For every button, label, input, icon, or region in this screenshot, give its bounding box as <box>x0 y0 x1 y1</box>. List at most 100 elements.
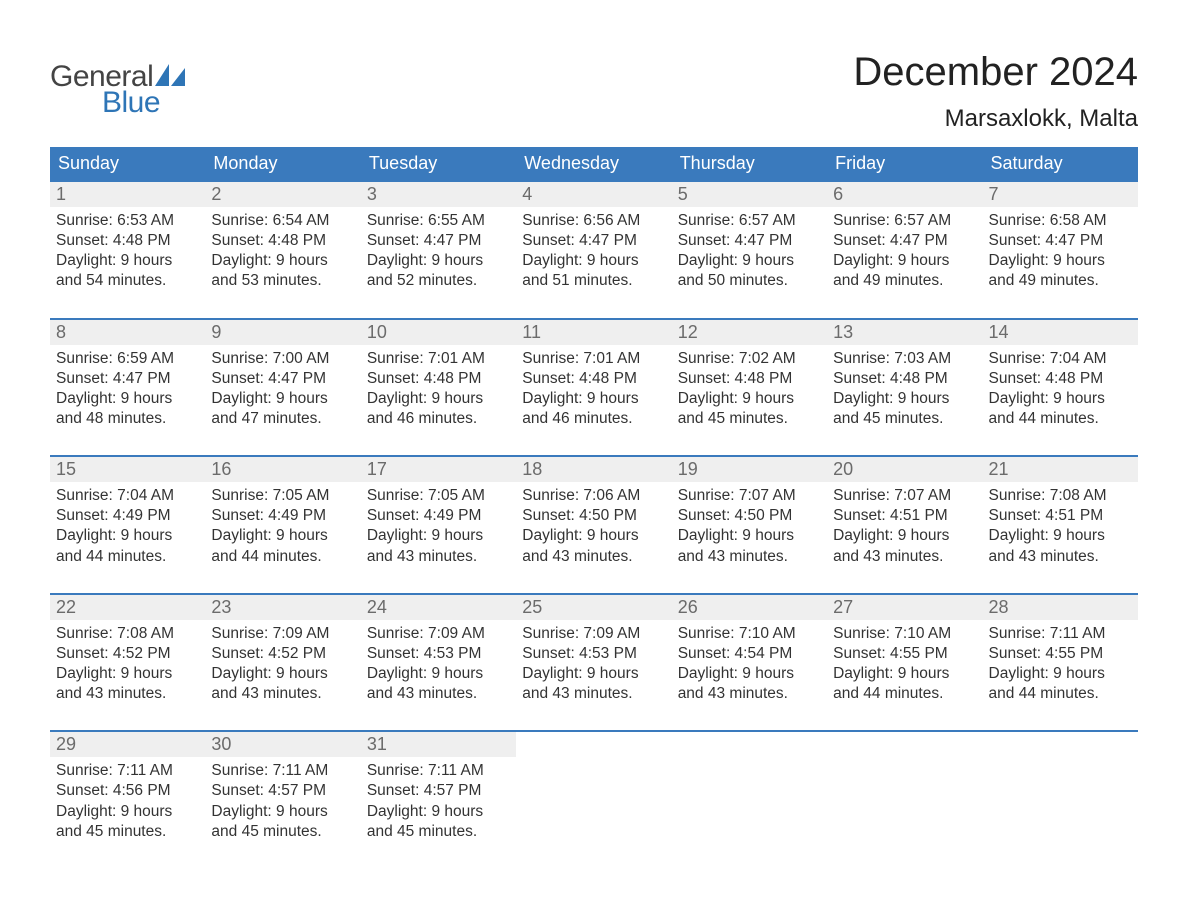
daylight-line: Daylight: 9 hours and 46 minutes. <box>367 389 510 429</box>
day-cell: 8Sunrise: 6:59 AMSunset: 4:47 PMDaylight… <box>50 320 205 432</box>
day-cell <box>672 732 827 844</box>
day-body: Sunrise: 7:04 AMSunset: 4:48 PMDaylight:… <box>983 345 1138 432</box>
sunset-line: Sunset: 4:49 PM <box>367 506 510 526</box>
day-number: 8 <box>50 320 205 345</box>
day-cell: 2Sunrise: 6:54 AMSunset: 4:48 PMDaylight… <box>205 182 360 294</box>
sunset-line: Sunset: 4:47 PM <box>211 369 354 389</box>
sunrise-line: Sunrise: 6:57 AM <box>833 211 976 231</box>
header: General Blue December 2024 Marsaxlokk, M… <box>50 50 1138 133</box>
day-body: Sunrise: 7:09 AMSunset: 4:53 PMDaylight:… <box>516 620 671 707</box>
daylight-line: Daylight: 9 hours and 43 minutes. <box>367 526 510 566</box>
day-body: Sunrise: 6:56 AMSunset: 4:47 PMDaylight:… <box>516 207 671 294</box>
day-body: Sunrise: 6:55 AMSunset: 4:47 PMDaylight:… <box>361 207 516 294</box>
day-cell: 12Sunrise: 7:02 AMSunset: 4:48 PMDayligh… <box>672 320 827 432</box>
day-cell <box>983 732 1138 844</box>
sunrise-line: Sunrise: 6:57 AM <box>678 211 821 231</box>
day-cell: 3Sunrise: 6:55 AMSunset: 4:47 PMDaylight… <box>361 182 516 294</box>
sunset-line: Sunset: 4:57 PM <box>367 781 510 801</box>
sunset-line: Sunset: 4:55 PM <box>833 644 976 664</box>
sunset-line: Sunset: 4:48 PM <box>522 369 665 389</box>
day-cell: 22Sunrise: 7:08 AMSunset: 4:52 PMDayligh… <box>50 595 205 707</box>
sunset-line: Sunset: 4:48 PM <box>989 369 1132 389</box>
daylight-line: Daylight: 9 hours and 45 minutes. <box>211 802 354 842</box>
sunset-line: Sunset: 4:47 PM <box>678 231 821 251</box>
day-number: 28 <box>983 595 1138 620</box>
day-body: Sunrise: 6:57 AMSunset: 4:47 PMDaylight:… <box>672 207 827 294</box>
month-title: December 2024 <box>853 50 1138 95</box>
day-number: 16 <box>205 457 360 482</box>
sunrise-line: Sunrise: 7:11 AM <box>367 761 510 781</box>
day-cell <box>827 732 982 844</box>
day-cell: 6Sunrise: 6:57 AMSunset: 4:47 PMDaylight… <box>827 182 982 294</box>
day-body: Sunrise: 7:07 AMSunset: 4:51 PMDaylight:… <box>827 482 982 569</box>
sunrise-line: Sunrise: 7:09 AM <box>211 624 354 644</box>
weekday-header-cell: Tuesday <box>361 147 516 180</box>
day-body: Sunrise: 7:11 AMSunset: 4:56 PMDaylight:… <box>50 757 205 844</box>
sunrise-line: Sunrise: 7:00 AM <box>211 349 354 369</box>
day-number: 17 <box>361 457 516 482</box>
sunset-line: Sunset: 4:48 PM <box>833 369 976 389</box>
sunset-line: Sunset: 4:52 PM <box>211 644 354 664</box>
sunset-line: Sunset: 4:48 PM <box>56 231 199 251</box>
sunset-line: Sunset: 4:51 PM <box>989 506 1132 526</box>
weekday-header-cell: Friday <box>827 147 982 180</box>
day-cell: 9Sunrise: 7:00 AMSunset: 4:47 PMDaylight… <box>205 320 360 432</box>
day-number: 21 <box>983 457 1138 482</box>
day-cell: 17Sunrise: 7:05 AMSunset: 4:49 PMDayligh… <box>361 457 516 569</box>
daylight-line: Daylight: 9 hours and 49 minutes. <box>833 251 976 291</box>
day-number: 19 <box>672 457 827 482</box>
day-body: Sunrise: 7:09 AMSunset: 4:53 PMDaylight:… <box>361 620 516 707</box>
day-number: 29 <box>50 732 205 757</box>
day-cell: 27Sunrise: 7:10 AMSunset: 4:55 PMDayligh… <box>827 595 982 707</box>
sunset-line: Sunset: 4:47 PM <box>367 231 510 251</box>
sunset-line: Sunset: 4:53 PM <box>522 644 665 664</box>
daylight-line: Daylight: 9 hours and 43 minutes. <box>678 526 821 566</box>
day-body: Sunrise: 7:01 AMSunset: 4:48 PMDaylight:… <box>361 345 516 432</box>
day-body: Sunrise: 7:05 AMSunset: 4:49 PMDaylight:… <box>361 482 516 569</box>
day-number: 13 <box>827 320 982 345</box>
daylight-line: Daylight: 9 hours and 43 minutes. <box>211 664 354 704</box>
daylight-line: Daylight: 9 hours and 44 minutes. <box>989 664 1132 704</box>
day-number: 22 <box>50 595 205 620</box>
daylight-line: Daylight: 9 hours and 45 minutes. <box>56 802 199 842</box>
day-body: Sunrise: 7:11 AMSunset: 4:57 PMDaylight:… <box>361 757 516 844</box>
daylight-line: Daylight: 9 hours and 45 minutes. <box>678 389 821 429</box>
day-body: Sunrise: 7:11 AMSunset: 4:55 PMDaylight:… <box>983 620 1138 707</box>
week-row: 22Sunrise: 7:08 AMSunset: 4:52 PMDayligh… <box>50 593 1138 707</box>
title-block: December 2024 Marsaxlokk, Malta <box>853 50 1138 133</box>
day-body: Sunrise: 7:06 AMSunset: 4:50 PMDaylight:… <box>516 482 671 569</box>
day-number: 11 <box>516 320 671 345</box>
day-cell: 19Sunrise: 7:07 AMSunset: 4:50 PMDayligh… <box>672 457 827 569</box>
sunset-line: Sunset: 4:50 PM <box>522 506 665 526</box>
day-cell <box>516 732 671 844</box>
day-body: Sunrise: 6:54 AMSunset: 4:48 PMDaylight:… <box>205 207 360 294</box>
day-number: 25 <box>516 595 671 620</box>
day-cell: 18Sunrise: 7:06 AMSunset: 4:50 PMDayligh… <box>516 457 671 569</box>
sunset-line: Sunset: 4:54 PM <box>678 644 821 664</box>
day-cell: 5Sunrise: 6:57 AMSunset: 4:47 PMDaylight… <box>672 182 827 294</box>
sunrise-line: Sunrise: 7:11 AM <box>989 624 1132 644</box>
sunset-line: Sunset: 4:48 PM <box>678 369 821 389</box>
sunrise-line: Sunrise: 7:04 AM <box>56 486 199 506</box>
day-number: 18 <box>516 457 671 482</box>
day-body: Sunrise: 7:03 AMSunset: 4:48 PMDaylight:… <box>827 345 982 432</box>
day-cell: 15Sunrise: 7:04 AMSunset: 4:49 PMDayligh… <box>50 457 205 569</box>
sunrise-line: Sunrise: 7:07 AM <box>833 486 976 506</box>
day-cell: 21Sunrise: 7:08 AMSunset: 4:51 PMDayligh… <box>983 457 1138 569</box>
sunrise-line: Sunrise: 6:59 AM <box>56 349 199 369</box>
day-number: 24 <box>361 595 516 620</box>
daylight-line: Daylight: 9 hours and 51 minutes. <box>522 251 665 291</box>
daylight-line: Daylight: 9 hours and 45 minutes. <box>367 802 510 842</box>
sunrise-line: Sunrise: 6:53 AM <box>56 211 199 231</box>
sunset-line: Sunset: 4:47 PM <box>56 369 199 389</box>
day-cell: 10Sunrise: 7:01 AMSunset: 4:48 PMDayligh… <box>361 320 516 432</box>
daylight-line: Daylight: 9 hours and 50 minutes. <box>678 251 821 291</box>
day-number: 12 <box>672 320 827 345</box>
sunrise-line: Sunrise: 7:01 AM <box>367 349 510 369</box>
day-number: 4 <box>516 182 671 207</box>
weekday-header-cell: Wednesday <box>516 147 671 180</box>
day-number: 9 <box>205 320 360 345</box>
day-body: Sunrise: 7:10 AMSunset: 4:55 PMDaylight:… <box>827 620 982 707</box>
daylight-line: Daylight: 9 hours and 43 minutes. <box>367 664 510 704</box>
weekday-header-cell: Thursday <box>672 147 827 180</box>
